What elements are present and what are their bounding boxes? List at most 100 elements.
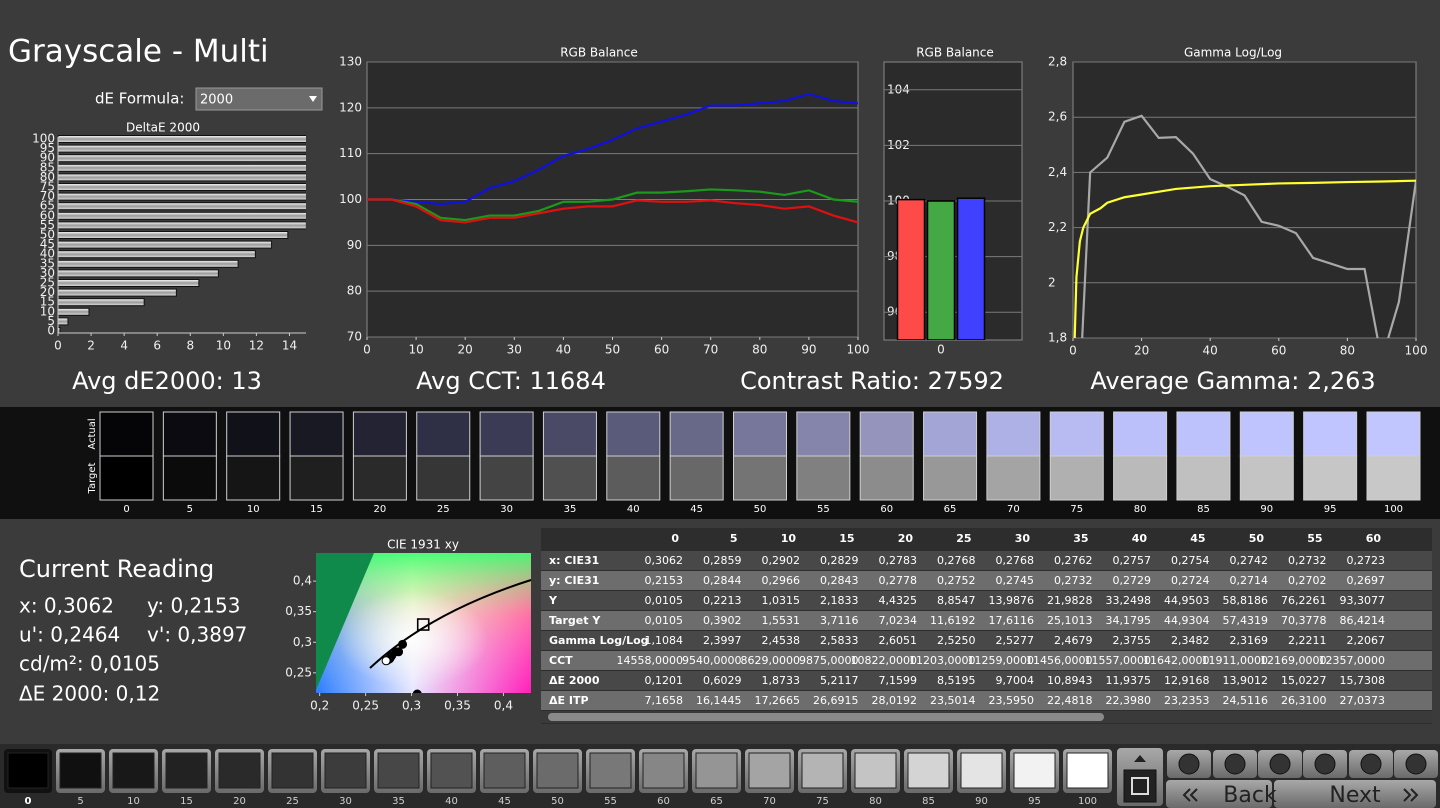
select-arrow[interactable] — [309, 96, 317, 102]
table-row — [541, 651, 1432, 670]
reading-value: cd/m²: 0,0105 — [19, 652, 160, 676]
patch-button[interactable]: 15 — [162, 749, 211, 807]
button-label[interactable]: 25 — [286, 796, 299, 807]
target-swatch — [733, 455, 787, 501]
cie-outside — [316, 553, 374, 690]
button-color[interactable] — [589, 752, 632, 789]
button-color[interactable] — [430, 752, 473, 789]
patch-button[interactable]: 35 — [374, 749, 423, 807]
button-label[interactable]: 65 — [710, 796, 723, 807]
reading-value: ΔE 2000: 0,12 — [19, 682, 160, 706]
button-label[interactable]: 85 — [922, 796, 935, 807]
back-button[interactable] — [1166, 780, 1272, 808]
de-formula-select[interactable]: 2000 — [195, 87, 323, 111]
button-color[interactable] — [1013, 752, 1056, 789]
patch-button[interactable]: 80 — [851, 749, 900, 807]
control-icon[interactable] — [1405, 753, 1427, 775]
patch-button[interactable]: 100 — [1063, 749, 1112, 807]
button-color[interactable] — [7, 752, 49, 789]
x-tick-label: 40 — [1203, 344, 1218, 358]
patch-button[interactable]: 75 — [798, 749, 847, 807]
patch-button[interactable]: 10 — [109, 749, 158, 807]
button-label[interactable]: 75 — [816, 796, 829, 807]
control-icon[interactable] — [1314, 753, 1336, 775]
next-button[interactable] — [1274, 780, 1436, 808]
bar — [58, 250, 256, 259]
button-color[interactable] — [59, 752, 102, 789]
y-tick-label: 2,6 — [1048, 110, 1067, 124]
button-color[interactable] — [960, 752, 1003, 789]
button-color[interactable] — [748, 752, 791, 789]
button-color[interactable] — [695, 752, 738, 789]
patch-button[interactable]: 85 — [904, 749, 953, 807]
patch-button[interactable]: 70 — [745, 749, 794, 807]
next-label[interactable]: Next — [1329, 783, 1381, 808]
x-tick-label: 50 — [605, 343, 620, 357]
button-color[interactable] — [642, 752, 685, 789]
table-header: 35 — [1073, 532, 1088, 545]
scroll-up[interactable] — [1134, 755, 1146, 762]
patch-button[interactable]: 0 — [4, 749, 52, 807]
button-color[interactable] — [801, 752, 844, 789]
button-label[interactable]: 100 — [1078, 796, 1097, 807]
button-color[interactable] — [907, 752, 950, 789]
patch-button[interactable]: 55 — [586, 749, 635, 807]
control-icon[interactable] — [1269, 753, 1291, 775]
button-label[interactable]: 35 — [392, 796, 405, 807]
swatch-label: 5 — [187, 504, 193, 515]
button-label[interactable]: 45 — [498, 796, 511, 807]
back-arrows[interactable] — [1182, 788, 1198, 802]
stop-button[interactable] — [1123, 769, 1157, 803]
patch-button[interactable]: 25 — [268, 749, 317, 807]
button-color[interactable] — [483, 752, 526, 789]
button-label[interactable]: 70 — [763, 796, 776, 807]
button-label[interactable]: 60 — [657, 796, 670, 807]
patch-button[interactable]: 20 — [215, 749, 264, 807]
button-label[interactable]: 50 — [551, 796, 564, 807]
table-header: 60 — [1366, 532, 1382, 545]
patch-button[interactable]: 40 — [427, 749, 476, 807]
button-color[interactable] — [854, 752, 897, 789]
button-label[interactable]: 55 — [604, 796, 617, 807]
button-label[interactable]: 90 — [975, 796, 988, 807]
control-icon[interactable] — [1360, 753, 1382, 775]
patch-button[interactable]: 90 — [957, 749, 1006, 807]
patch-button[interactable]: 95 — [1010, 749, 1059, 807]
bar — [58, 288, 177, 297]
de-formula-label: dE Formula: — [95, 90, 184, 108]
button-label[interactable]: 80 — [869, 796, 882, 807]
patch-button[interactable]: 45 — [480, 749, 529, 807]
control-icon[interactable] — [1224, 753, 1246, 775]
table-header: 45 — [1190, 532, 1205, 545]
button-label[interactable]: 0 — [25, 796, 32, 807]
swatch-label: 95 — [1324, 504, 1337, 515]
patch-button[interactable]: 50 — [533, 749, 582, 807]
button-color[interactable] — [377, 752, 420, 789]
button-label[interactable]: 15 — [180, 796, 193, 807]
button-label[interactable]: 40 — [445, 796, 458, 807]
patch-button[interactable]: 30 — [321, 749, 370, 807]
button-label[interactable]: 95 — [1028, 796, 1041, 807]
button-color[interactable] — [218, 752, 261, 789]
button-label[interactable]: 20 — [233, 796, 246, 807]
button-color[interactable] — [1066, 752, 1109, 789]
button-label[interactable]: 5 — [77, 796, 83, 807]
select-value[interactable]: 2000 — [200, 93, 233, 108]
select-box[interactable] — [195, 87, 323, 111]
back-label[interactable]: Back — [1223, 783, 1277, 808]
patch-button[interactable]: 65 — [692, 749, 741, 807]
button-color[interactable] — [112, 752, 155, 789]
control-icon[interactable] — [1178, 753, 1200, 775]
button-color[interactable] — [536, 752, 579, 789]
button-label[interactable]: 10 — [127, 796, 140, 807]
scrollbar-thumb[interactable] — [548, 713, 1104, 721]
button-label[interactable]: 30 — [339, 796, 352, 807]
next-arrows[interactable] — [1403, 788, 1419, 802]
y-tick-label: 0,4 — [293, 574, 312, 588]
patch-button[interactable]: 5 — [56, 749, 105, 807]
button-color[interactable] — [165, 752, 208, 789]
button-color[interactable] — [271, 752, 314, 789]
stop-icon[interactable] — [1131, 777, 1149, 795]
patch-button[interactable]: 60 — [639, 749, 688, 807]
button-color[interactable] — [324, 752, 367, 789]
